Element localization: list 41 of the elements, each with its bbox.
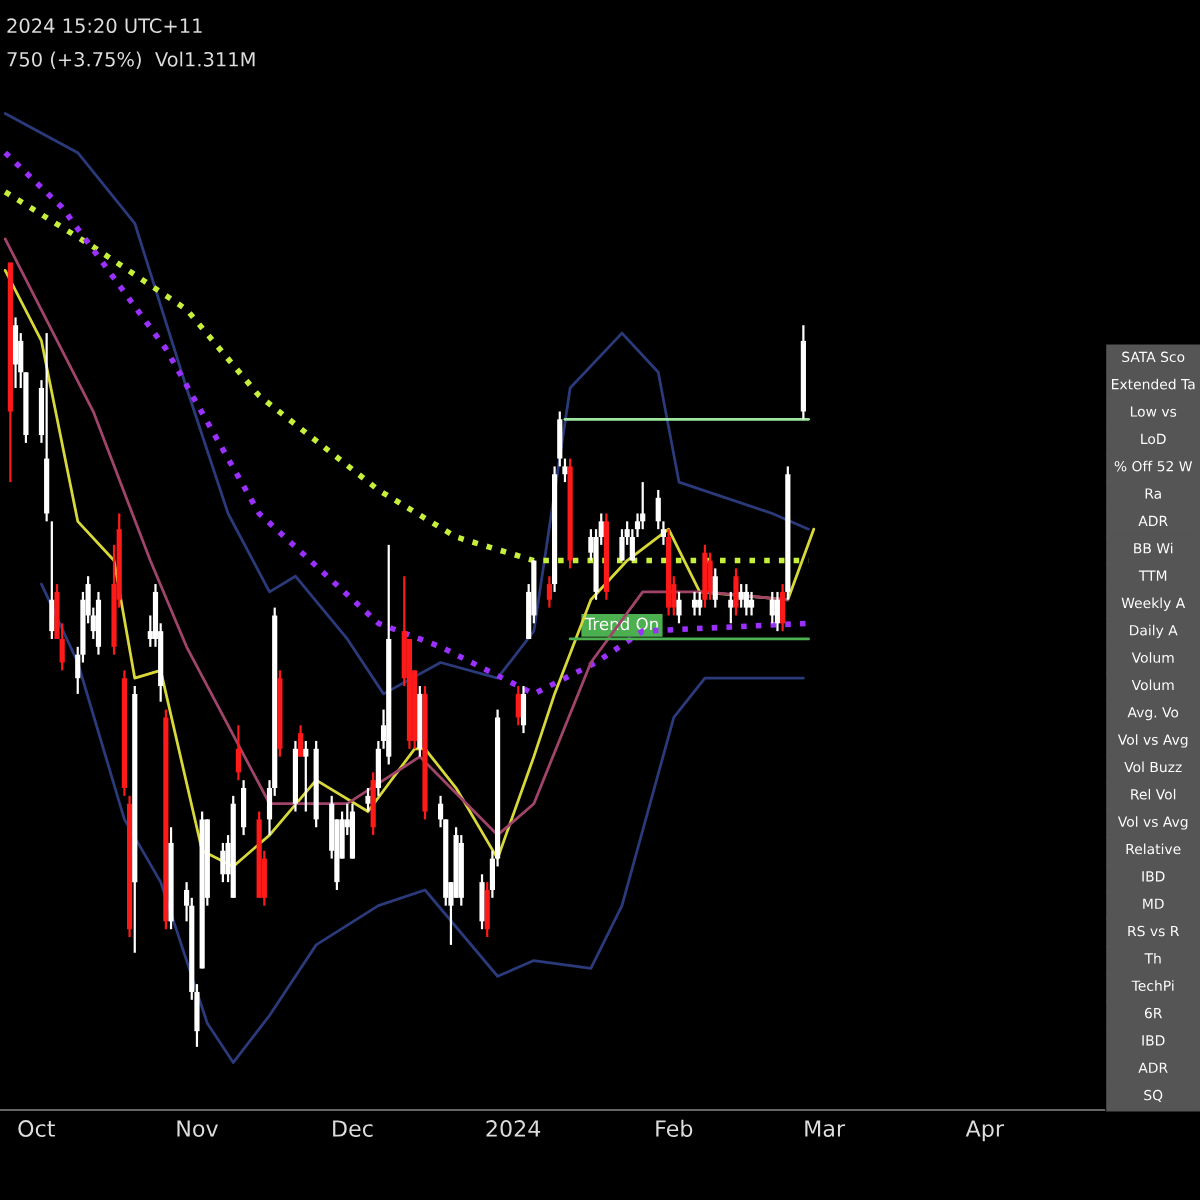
candlestick <box>702 543 708 609</box>
candlestick <box>707 551 713 601</box>
x-tick-label: Apr <box>965 1120 1005 1142</box>
candlestick <box>298 724 304 758</box>
candlestick <box>49 520 55 641</box>
candlestick <box>349 802 356 860</box>
candlestick <box>743 582 749 617</box>
x-tick-label: Nov <box>177 1120 218 1137</box>
candlestick <box>479 873 485 931</box>
candlestick <box>365 786 371 813</box>
x-tick-label: 2024 <box>486 1120 541 1137</box>
candlestick <box>484 881 490 939</box>
candlestick <box>12 316 19 390</box>
candlestick <box>220 841 226 884</box>
x-tick-label: Feb <box>656 1119 693 1137</box>
x-tick-label: Oct <box>18 1120 55 1137</box>
candlestick <box>712 567 718 609</box>
text: 2024 15:20 UTC+11 <box>7 18 202 34</box>
candlestick <box>780 582 786 633</box>
candlestick <box>515 684 521 727</box>
text: 750 (+3.75%) Vol1.311M <box>7 51 255 69</box>
candlestick <box>769 590 775 625</box>
candlestick <box>774 590 781 633</box>
candlestick <box>691 590 698 617</box>
candlestick <box>733 567 739 617</box>
candlestick <box>95 590 102 656</box>
candlestick <box>546 575 552 609</box>
candlestick <box>619 528 625 562</box>
x-tick-label: Dec <box>333 1120 373 1137</box>
candlestick <box>697 590 703 617</box>
candlestick <box>738 582 744 609</box>
candlestick <box>241 779 247 837</box>
candlestick <box>728 590 734 625</box>
candlestick <box>520 684 527 735</box>
candlestick <box>748 590 755 617</box>
candlestick <box>640 481 646 531</box>
x-tick-label: Mar <box>805 1120 846 1137</box>
candlestick <box>676 590 682 625</box>
candlestick <box>303 739 309 813</box>
candlestick <box>370 771 376 837</box>
candlestick <box>235 724 242 782</box>
